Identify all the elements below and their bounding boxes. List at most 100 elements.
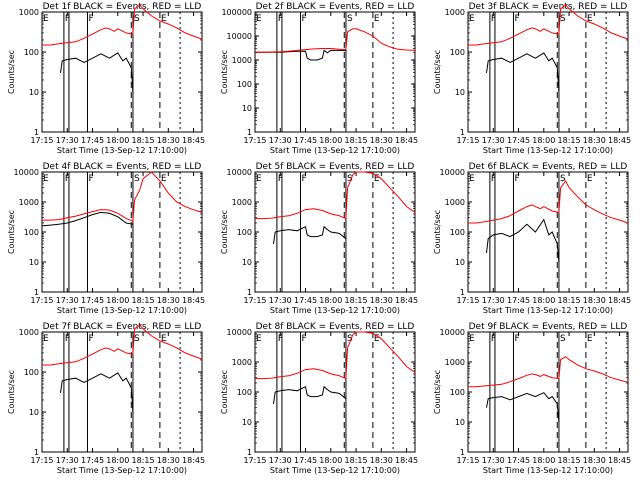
y-axis-label: Counts/sec: [433, 50, 442, 94]
y-axis-label: Counts/sec: [433, 370, 442, 414]
x-tick-label: 18:15: [132, 136, 155, 145]
x-tick-label: 17:45: [294, 136, 317, 145]
plot-frame: [41, 11, 203, 133]
y-axis-label: Counts/sec: [7, 370, 16, 414]
x-tick-label: 17:45: [81, 456, 104, 465]
x-tick-label: 17:45: [507, 456, 530, 465]
event-marker-label: F: [65, 14, 70, 24]
x-tick-label: 17:15: [30, 456, 53, 465]
event-marker-label: E: [587, 334, 593, 344]
series-line-lld: [42, 4, 203, 46]
x-tick-label: 17:30: [269, 456, 292, 465]
x-tick-label: 17:15: [243, 456, 266, 465]
panel-4: Det 4f BLACK = Events, RED = LLD 1 10 100 10…: [7, 162, 205, 315]
plot-frame: [254, 11, 416, 133]
x-tick-label: 18:45: [395, 136, 418, 145]
x-tick-label: 18:00: [532, 456, 555, 465]
y-tick-label: 10000: [440, 328, 465, 337]
panel-title: Det 1f BLACK = Events, RED = LLD: [43, 2, 202, 12]
plot-frame: [254, 171, 416, 293]
x-tick-label: 18:15: [345, 456, 368, 465]
panel-7: Det 7f BLACK = Events, RED = LLD 1 10 100 10…: [7, 322, 205, 475]
panel-title: Det 7f BLACK = Events, RED = LLD: [43, 322, 202, 332]
x-tick-label: 18:15: [345, 296, 368, 305]
panel-5: Det 5f BLACK = Events, RED = LLD 1 10 100 10…: [220, 162, 418, 315]
x-axis-label: Start Time (13-Sep-12 17:10:00): [270, 146, 400, 155]
y-tick-label: 1000: [232, 56, 252, 65]
event-marker-label: E: [161, 174, 167, 184]
y-tick-label: 1000: [232, 198, 252, 207]
y-tick-label: 1: [460, 128, 465, 137]
plot-frame: [41, 171, 203, 293]
event-marker-label: F: [278, 14, 283, 24]
y-tick-label: 100: [24, 48, 39, 57]
event-marker-label: F: [514, 174, 519, 184]
x-tick-label: 17:45: [294, 296, 317, 305]
event-marker-label: F: [88, 174, 93, 184]
y-tick-label: 10: [455, 88, 465, 97]
event-marker-label: S: [347, 174, 353, 184]
x-tick-label: 17:45: [507, 296, 530, 305]
x-tick-label: 18:15: [558, 456, 581, 465]
event-marker-label: F: [301, 174, 306, 184]
x-tick-label: 18:15: [132, 456, 155, 465]
event-marker-label: E: [256, 174, 262, 184]
x-tick-label: 18:30: [157, 296, 180, 305]
y-tick-label: 1: [34, 448, 39, 457]
series-line-lld: [255, 28, 416, 53]
event-marker-label: S: [560, 14, 566, 24]
event-marker-label: F: [88, 14, 93, 24]
panel-1: Det 1f BLACK = Events, RED = LLD 1 10 100 10…: [7, 2, 205, 155]
series-line-events: [273, 225, 347, 244]
event-marker-label: S: [560, 174, 566, 184]
panel-3: Det 3f BLACK = Events, RED = LLD 1 10 100 10…: [433, 2, 631, 155]
x-tick-label: 18:30: [583, 136, 606, 145]
panel-title: Det 2f BLACK = Events, RED = LLD: [256, 2, 415, 12]
y-axis-label: Counts/sec: [220, 50, 229, 94]
x-axis-label: Start Time (13-Sep-12 17:10:00): [57, 146, 187, 155]
panel-title: Det 3f BLACK = Events, RED = LLD: [469, 2, 628, 12]
y-tick-label: 1000: [19, 328, 39, 337]
y-tick-label: 100: [450, 388, 465, 397]
y-tick-label: 10: [242, 104, 252, 113]
event-marker-label: E: [43, 14, 49, 24]
x-tick-label: 18:00: [106, 136, 129, 145]
x-tick-label: 18:45: [608, 296, 631, 305]
event-marker-label: F: [491, 174, 496, 184]
y-tick-label: 1000: [232, 358, 252, 367]
y-tick-label: 1000: [445, 358, 465, 367]
series-line-lld: [468, 4, 629, 46]
y-tick-label: 10000: [14, 168, 39, 177]
plot-frame: [467, 331, 629, 453]
series-line-lld: [468, 180, 629, 224]
event-marker-label: F: [88, 334, 93, 344]
x-tick-label: 17:15: [30, 136, 53, 145]
x-tick-label: 18:30: [370, 136, 393, 145]
series-line-events: [273, 385, 347, 404]
x-tick-label: 18:45: [182, 456, 205, 465]
x-tick-label: 18:45: [608, 136, 631, 145]
x-tick-label: 18:45: [395, 296, 418, 305]
x-tick-label: 17:30: [269, 296, 292, 305]
y-tick-label: 100: [450, 228, 465, 237]
y-tick-label: 10: [242, 418, 252, 427]
x-tick-label: 17:30: [482, 296, 505, 305]
x-tick-label: 17:30: [269, 136, 292, 145]
x-tick-label: 17:30: [482, 136, 505, 145]
event-marker-label: S: [134, 14, 140, 24]
y-tick-label: 1: [34, 128, 39, 137]
x-tick-label: 18:00: [532, 136, 555, 145]
panel-2: Det 2f BLACK = Events, RED = LLD 1 10 100 10…: [220, 2, 418, 155]
y-tick-label: 1: [247, 288, 252, 297]
x-tick-label: 18:15: [558, 296, 581, 305]
y-tick-label: 1: [460, 288, 465, 297]
y-axis-label: Counts/sec: [220, 370, 229, 414]
x-axis-label: Start Time (13-Sep-12 17:10:00): [483, 466, 613, 475]
x-tick-label: 17:45: [81, 136, 104, 145]
y-tick-label: 10: [29, 88, 39, 97]
series-line-events: [41, 211, 133, 227]
x-tick-label: 18:30: [583, 296, 606, 305]
x-tick-label: 18:30: [583, 456, 606, 465]
x-tick-label: 18:00: [319, 136, 342, 145]
series-line-events: [486, 392, 560, 423]
